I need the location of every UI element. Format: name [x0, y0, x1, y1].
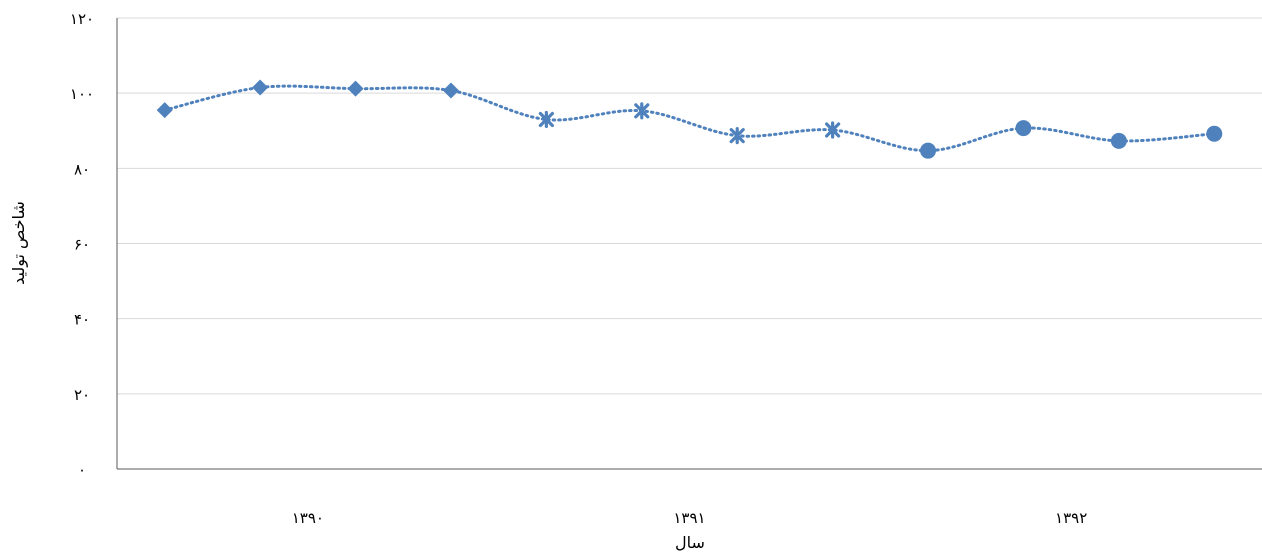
series-line: [163, 84, 1216, 153]
y-tick-label: ۸۰: [74, 160, 90, 178]
data-point-x: [538, 110, 554, 129]
data-point-circle: [1015, 120, 1032, 137]
x-tick-label: ۱۳۹۱: [673, 509, 705, 527]
x-axis-title: سال: [675, 533, 705, 552]
x-tick-label: ۱۳۹۰: [292, 509, 324, 527]
axes: [116, 18, 1262, 470]
y-tick-label: ۴۰: [74, 311, 90, 329]
series-group: [156, 79, 1223, 159]
y-tick-label: ۰: [78, 461, 86, 479]
data-point-circle: [1110, 132, 1127, 149]
data-point-circle: [1206, 125, 1223, 142]
y-tick-label: ۲۰: [74, 386, 90, 404]
y-tick-label: ۶۰: [74, 236, 90, 254]
y-axis-title: شاخص تولید: [9, 201, 29, 285]
y-tick-label: ۱۰۰: [70, 85, 94, 103]
data-point-x: [729, 127, 745, 145]
data-point-diamond: [347, 80, 364, 97]
data-point-x: [825, 121, 841, 139]
data-point-diamond: [442, 82, 459, 99]
y-axis-ticks: ۰ ۲۰ ۴۰ ۶۰ ۸۰ ۱۰۰ ۱۲۰: [70, 10, 94, 479]
x-tick-label: ۱۳۹۲: [1055, 509, 1087, 527]
data-point-diamond: [156, 102, 173, 119]
data-point-x: [634, 102, 650, 120]
x-axis-ticks: ۱۳۹۰ ۱۳۹۱ ۱۳۹۲: [292, 509, 1088, 527]
y-tick-label: ۱۲۰: [70, 10, 94, 28]
gridlines: [117, 17, 1262, 395]
data-point-diamond: [252, 79, 269, 96]
data-point-circle: [920, 142, 937, 159]
